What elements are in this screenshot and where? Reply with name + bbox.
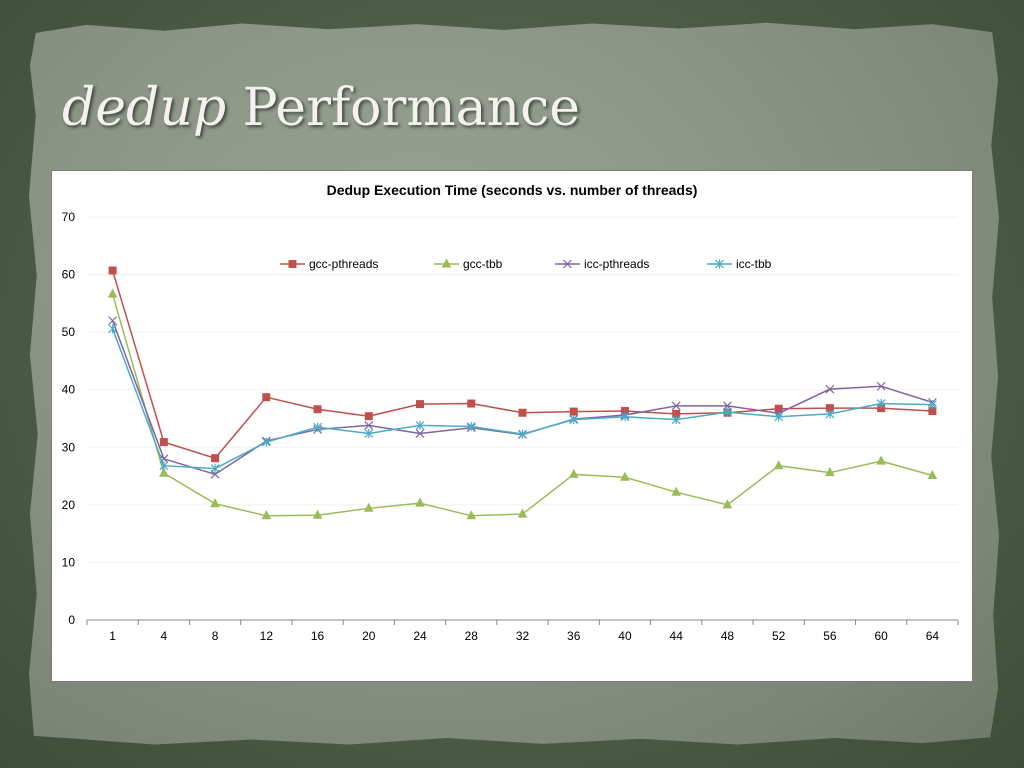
- data-point-gcc-tbb: [261, 510, 272, 520]
- data-point-icc-tbb: [364, 428, 374, 438]
- x-tick-label: 44: [670, 629, 684, 643]
- data-point-gcc-pthreads: [313, 405, 322, 414]
- data-point-icc-pthreads: [876, 381, 886, 391]
- y-tick-label: 20: [62, 498, 76, 512]
- data-point-gcc-tbb: [671, 486, 682, 496]
- x-tick-label: 4: [161, 629, 168, 643]
- slide-title-italic: dedup: [62, 78, 227, 138]
- y-tick-label: 10: [62, 555, 76, 569]
- legend-marker: [563, 259, 572, 269]
- data-point-icc-pthreads: [415, 429, 425, 438]
- data-point-icc-tbb: [569, 415, 579, 425]
- legend-label: icc-tbb: [736, 257, 772, 271]
- chart-title: Dedup Execution Time (seconds vs. number…: [327, 182, 698, 198]
- data-point-icc-tbb: [620, 412, 630, 422]
- data-point-gcc-tbb: [363, 502, 374, 512]
- data-point-gcc-pthreads: [569, 407, 578, 416]
- data-point-gcc-tbb: [466, 510, 477, 520]
- data-point-gcc-tbb: [107, 288, 118, 298]
- x-tick-label: 32: [516, 629, 530, 643]
- data-point-gcc-pthreads: [467, 399, 476, 408]
- data-point-icc-tbb: [466, 422, 476, 432]
- data-point-gcc-tbb: [210, 498, 220, 508]
- legend-label: gcc-tbb: [463, 257, 503, 271]
- y-tick-label: 70: [62, 210, 76, 224]
- data-point-icc-pthreads: [723, 401, 732, 411]
- y-tick-label: 30: [62, 440, 76, 454]
- data-point-gcc-tbb: [415, 497, 425, 507]
- slide-title: dedup Performance: [62, 78, 580, 138]
- x-tick-label: 52: [772, 629, 786, 643]
- data-point-icc-tbb: [210, 464, 220, 474]
- data-point-icc-tbb: [108, 324, 118, 334]
- data-point-icc-tbb: [876, 399, 886, 409]
- data-point-gcc-pthreads: [774, 404, 783, 413]
- y-tick-label: 50: [62, 325, 76, 339]
- x-tick-label: 8: [212, 629, 219, 643]
- chart-container: Dedup Execution Time (seconds vs. number…: [51, 170, 973, 682]
- x-tick-label: 36: [567, 629, 581, 643]
- data-point-gcc-tbb: [825, 467, 835, 477]
- legend-marker: [441, 258, 452, 268]
- data-point-gcc-tbb: [876, 455, 886, 465]
- data-point-icc-tbb: [261, 437, 271, 447]
- legend-label: icc-pthreads: [584, 257, 649, 271]
- x-tick-label: 20: [362, 629, 376, 643]
- x-tick-label: 1: [109, 629, 116, 643]
- slide-title-rest: Performance: [242, 78, 581, 138]
- data-point-gcc-tbb: [312, 509, 323, 519]
- data-point-icc-pthreads: [364, 420, 374, 430]
- data-point-gcc-tbb: [927, 469, 938, 479]
- data-point-icc-tbb: [723, 407, 732, 417]
- data-point-icc-pthreads: [825, 384, 835, 394]
- data-point-icc-tbb: [927, 400, 937, 410]
- data-point-icc-tbb: [159, 461, 169, 471]
- data-point-icc-tbb: [774, 412, 784, 422]
- data-point-gcc-pthreads: [211, 454, 220, 463]
- x-tick-label: 12: [260, 629, 274, 643]
- x-tick-label: 24: [413, 629, 427, 643]
- data-point-gcc-pthreads: [518, 408, 527, 417]
- x-tick-label: 56: [823, 629, 837, 643]
- legend-label: gcc-pthreads: [309, 257, 378, 271]
- data-point-gcc-pthreads: [262, 393, 271, 402]
- series-line-icc-pthreads: [111, 320, 933, 476]
- x-tick-label: 16: [311, 629, 325, 643]
- y-tick-label: 60: [62, 268, 76, 282]
- data-point-gcc-tbb: [568, 468, 579, 478]
- data-point-icc-tbb: [825, 409, 835, 419]
- data-point-gcc-pthreads: [364, 412, 373, 421]
- data-point-icc-tbb: [313, 422, 322, 432]
- legend-marker: [715, 259, 724, 269]
- x-tick-label: 48: [721, 629, 735, 643]
- data-point-gcc-tbb: [620, 471, 630, 481]
- y-tick-label: 0: [68, 613, 75, 627]
- data-point-icc-tbb: [518, 429, 527, 439]
- data-point-gcc-pthreads: [108, 266, 117, 275]
- data-point-gcc-tbb: [773, 460, 784, 470]
- series-line-gcc-tbb: [111, 293, 933, 517]
- data-point-icc-pthreads: [671, 401, 681, 411]
- data-point-icc-tbb: [671, 415, 681, 425]
- data-point-icc-tbb: [415, 420, 425, 430]
- x-tick-label: 40: [618, 629, 632, 643]
- y-tick-label: 40: [62, 383, 76, 397]
- x-tick-label: 64: [926, 629, 940, 643]
- data-point-gcc-pthreads: [159, 438, 168, 447]
- data-point-gcc-tbb: [159, 467, 169, 477]
- legend-marker: [288, 260, 297, 268]
- data-point-icc-pthreads: [108, 316, 118, 326]
- data-point-gcc-pthreads: [416, 400, 425, 409]
- x-tick-label: 60: [874, 629, 888, 643]
- data-point-icc-pthreads: [159, 454, 169, 464]
- data-point-gcc-tbb: [517, 508, 528, 518]
- chart-svg: Dedup Execution Time (seconds vs. number…: [62, 182, 959, 643]
- data-point-gcc-tbb: [722, 499, 733, 509]
- x-tick-label: 28: [465, 629, 479, 643]
